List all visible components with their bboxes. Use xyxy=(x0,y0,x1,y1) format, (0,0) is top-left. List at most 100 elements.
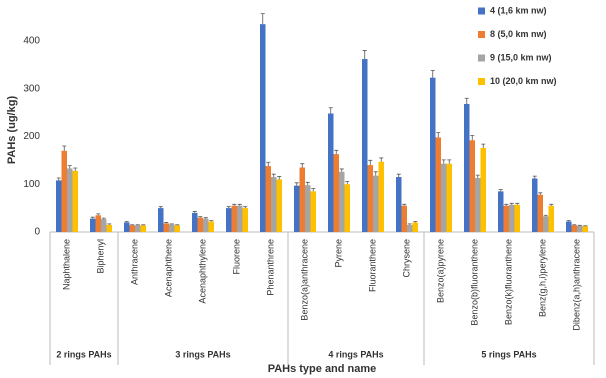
bar xyxy=(271,177,277,232)
bar xyxy=(514,204,520,232)
error-bar xyxy=(362,50,367,60)
bar xyxy=(226,208,232,232)
bar xyxy=(537,194,543,232)
y-tick-label: 100 xyxy=(23,179,40,190)
bar xyxy=(237,205,243,232)
bar xyxy=(242,208,248,232)
error-bar xyxy=(164,222,169,224)
x-tick-label: Dibenz(a,h)anthracene xyxy=(571,239,581,331)
x-tick-label: Benzo(a)pyrene xyxy=(435,239,445,303)
error-bar xyxy=(396,173,401,178)
bar xyxy=(197,217,203,232)
error-bar xyxy=(447,159,452,164)
x-tick-label: Benz(g,h,i)perylene xyxy=(537,239,547,317)
bar xyxy=(446,163,452,232)
bar xyxy=(135,225,141,232)
x-tick-label: Naphthalene xyxy=(61,239,71,290)
error-bar xyxy=(96,213,101,216)
x-tick-label: Pyrene xyxy=(333,239,343,268)
error-bar xyxy=(504,203,509,206)
bar xyxy=(577,225,583,232)
bar xyxy=(67,168,73,232)
error-bar xyxy=(379,157,384,162)
error-bar xyxy=(311,188,316,192)
legend-label: 10 (20,0 km nw) xyxy=(490,76,557,86)
y-tick-label: 0 xyxy=(34,227,40,238)
bar xyxy=(163,223,169,232)
x-tick-label: Benzo(a)anthracene xyxy=(299,239,309,321)
error-bar xyxy=(566,220,571,222)
bar xyxy=(407,224,413,232)
x-tick-label: Acenaphthene xyxy=(163,239,173,297)
bar xyxy=(475,178,481,232)
bar xyxy=(158,208,164,232)
bar xyxy=(401,205,407,232)
bar xyxy=(344,184,350,232)
bar xyxy=(310,191,316,232)
error-bar xyxy=(226,206,231,209)
bar xyxy=(378,161,384,232)
error-bar xyxy=(203,217,208,219)
bar xyxy=(95,215,101,232)
error-bar xyxy=(515,202,520,205)
legend-label: 8 (5,0 km nw) xyxy=(490,29,547,39)
legend-swatch xyxy=(478,7,485,15)
bar xyxy=(412,222,418,232)
error-bar xyxy=(90,216,95,219)
bar xyxy=(208,221,214,232)
error-bar xyxy=(407,223,412,225)
x-axis-title: PAHs type and name xyxy=(268,363,377,375)
group-label: 3 rings PAHs xyxy=(175,349,230,359)
bar xyxy=(124,222,130,232)
error-bar xyxy=(464,97,469,104)
bar xyxy=(480,147,486,232)
error-bar xyxy=(243,206,248,209)
bar xyxy=(503,205,509,232)
y-tick-label: 200 xyxy=(23,131,40,142)
x-tick-label: Benzo(k)fluoranthene xyxy=(503,239,513,325)
bar xyxy=(169,224,175,232)
x-tick-label: Acenaphthylene xyxy=(197,239,207,304)
x-tick-label: Anthracene xyxy=(129,239,139,285)
x-tick-label: Benzo(b)fluoranthene xyxy=(469,239,479,326)
bar xyxy=(582,226,588,232)
bar xyxy=(276,179,282,232)
error-bar xyxy=(345,180,350,185)
legend-swatch xyxy=(478,31,485,38)
error-bar xyxy=(198,216,203,218)
error-bar xyxy=(368,159,373,166)
error-bar xyxy=(334,149,339,155)
x-tick-label: Fluoranthene xyxy=(367,239,377,292)
error-bar xyxy=(124,221,129,223)
error-bar xyxy=(232,203,237,206)
legend-swatch xyxy=(478,78,485,85)
error-bar xyxy=(373,171,378,176)
bar xyxy=(101,219,107,232)
bar xyxy=(464,103,470,232)
error-bar xyxy=(475,174,480,179)
error-bar xyxy=(62,145,67,151)
bar xyxy=(265,166,271,232)
error-bar xyxy=(305,181,310,186)
error-bar xyxy=(56,177,61,181)
error-bar xyxy=(260,13,265,25)
y-tick-label: 400 xyxy=(23,36,40,47)
bar xyxy=(430,77,436,232)
error-bar xyxy=(441,159,446,164)
error-bar xyxy=(538,192,543,195)
bar xyxy=(362,59,368,232)
error-bar xyxy=(294,182,299,186)
error-bar xyxy=(73,167,78,171)
error-bar xyxy=(266,161,271,167)
group-label: 2 rings PAHs xyxy=(56,349,111,359)
bar xyxy=(72,170,78,232)
y-tick-label: 300 xyxy=(23,83,40,94)
bar xyxy=(396,177,402,232)
bar xyxy=(532,178,538,232)
bar xyxy=(548,205,554,232)
bar xyxy=(90,218,96,232)
x-tick-label: Fluorene xyxy=(231,239,241,275)
error-bar xyxy=(498,189,503,192)
bar xyxy=(203,218,209,232)
